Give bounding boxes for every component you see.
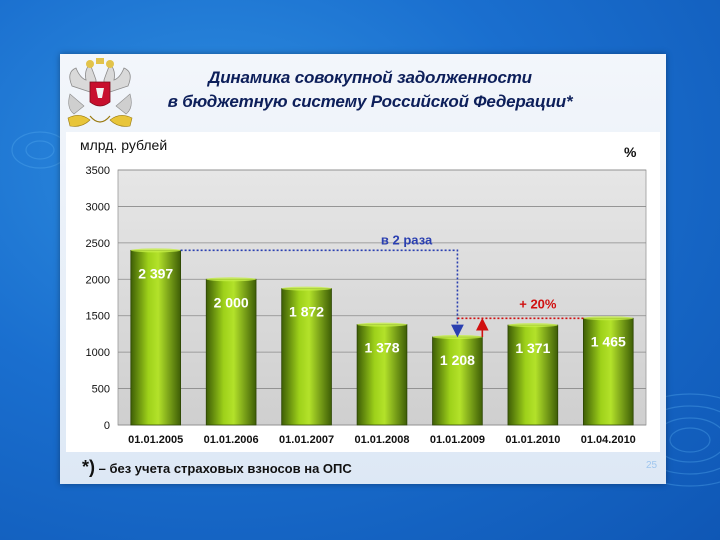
bar-top-highlight xyxy=(281,286,332,291)
bar xyxy=(432,336,483,426)
bar-top-highlight xyxy=(206,277,257,282)
bar xyxy=(281,288,332,426)
x-tick-label: 01.01.2010 xyxy=(505,434,560,446)
coat-of-arms-icon xyxy=(67,58,133,127)
footnote-text: – без учета страховых взносов на ОПС xyxy=(95,461,352,476)
x-tick-label: 01.01.2006 xyxy=(204,434,259,446)
data-label: 1 208 xyxy=(440,352,475,368)
bar-top-highlight xyxy=(357,322,407,327)
y-tick-label: 3500 xyxy=(86,165,110,177)
bar xyxy=(130,249,182,426)
y-tick-label: 3000 xyxy=(86,201,110,213)
slide-card: Динамика совокупной задолженности в бюдж… xyxy=(60,54,666,484)
data-label: 2 000 xyxy=(214,294,249,310)
y-axis-title: млрд. рублей xyxy=(80,137,167,153)
bar-top-highlight xyxy=(507,323,558,328)
page-number: 25 xyxy=(646,460,658,471)
y-tick-label: 1000 xyxy=(86,347,110,359)
growth-annotation: + 20% xyxy=(519,296,557,311)
y-tick-label: 1500 xyxy=(86,311,110,323)
bar-top-highlight xyxy=(130,248,181,253)
data-label: 1 465 xyxy=(591,333,626,349)
right-unit-label: % xyxy=(624,144,637,160)
footnote: *) – без учета страховых взносов на ОПС xyxy=(82,457,352,478)
bar-top-highlight xyxy=(583,316,634,321)
x-tick-label: 01.01.2005 xyxy=(128,434,183,446)
bar-top-highlight xyxy=(432,334,483,339)
bar xyxy=(356,324,408,426)
chart-panel: 0 500 1000 1500 2000 2500 3000 3500 2 397 01.01.… xyxy=(66,132,660,452)
data-label: 1 872 xyxy=(289,304,324,320)
bar xyxy=(507,324,559,426)
x-tick-label: 01.01.2008 xyxy=(354,434,409,446)
data-label: 1 371 xyxy=(515,340,550,356)
slide-title: Динамика совокупной задолженности в бюдж… xyxy=(150,66,590,114)
bar-chart: 0 500 1000 1500 2000 2500 3000 3500 2 397 01.01.… xyxy=(80,137,647,446)
bar xyxy=(205,278,257,426)
y-tick-label: 2500 xyxy=(86,238,110,250)
data-label: 2 397 xyxy=(138,265,173,281)
data-label: 1 378 xyxy=(364,340,399,356)
title-line-2: в бюджетную систему Российской Федерации… xyxy=(167,92,573,111)
footnote-mark: *) xyxy=(82,457,95,477)
halving-connector xyxy=(180,249,464,338)
x-tick-label: 01.01.2009 xyxy=(430,434,485,446)
x-tick-label: 01.04.2010 xyxy=(581,434,636,446)
title-line-1: Динамика совокупной задолженности xyxy=(208,68,532,87)
y-tick-label: 2000 xyxy=(86,274,110,286)
y-tick-label: 500 xyxy=(92,384,110,396)
x-tick-label: 01.01.2007 xyxy=(279,434,334,446)
halving-annotation: в 2 раза xyxy=(381,232,433,247)
y-tick-label: 0 xyxy=(104,420,110,432)
